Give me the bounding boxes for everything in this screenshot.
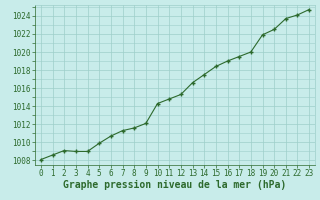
X-axis label: Graphe pression niveau de la mer (hPa): Graphe pression niveau de la mer (hPa) [63,180,287,190]
